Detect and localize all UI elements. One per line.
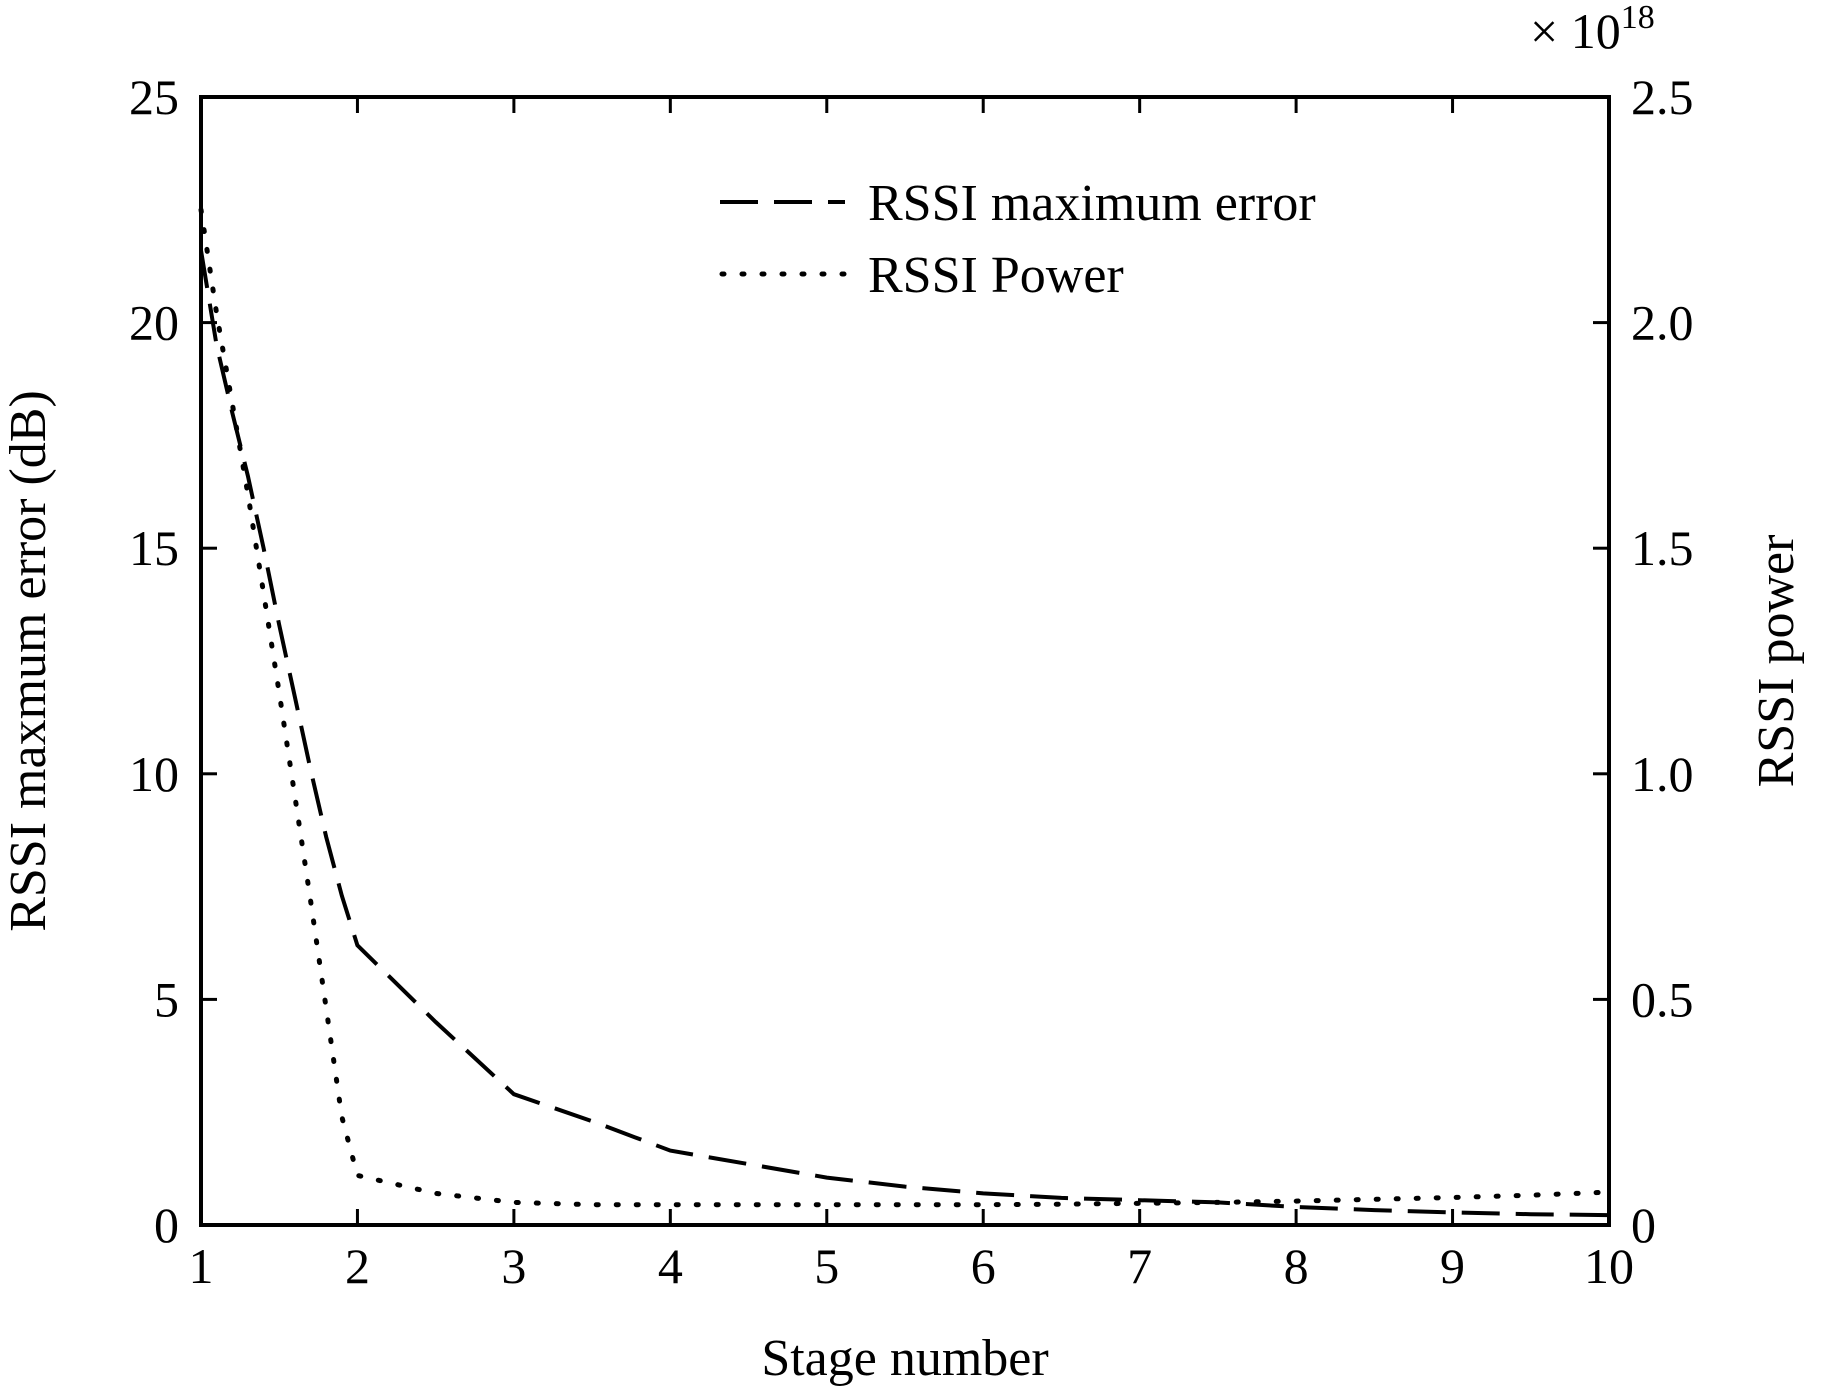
x-tick-label: 3 [501,1238,526,1294]
x-axis-ticks: 1 2 3 4 5 6 7 8 9 10 [189,97,1634,1294]
series-lines [198,207,1612,1218]
legend-label-rssi-maximum-error: RSSI maximum error [868,175,1316,232]
y-right-tick-label: 1.0 [1631,746,1694,802]
legend: RSSI maximum error RSSI Power [719,175,1316,304]
y-left-tick-label: 5 [154,971,179,1027]
y-axis-right-ticks: 0 0.5 1.0 1.5 2.0 2.5 [1593,69,1694,1253]
y-right-tick-label: 0 [1631,1197,1656,1253]
legend-label-rssi-power: RSSI Power [868,247,1124,304]
y-left-tick-label: 25 [129,69,179,125]
x-tick-label: 8 [1284,1238,1309,1294]
y-axis-left-ticks: 0 5 10 15 20 25 [129,69,217,1253]
x-tick-label: 2 [345,1238,370,1294]
series-line-rssi-maximum-error [199,250,1610,1218]
right-axis-multiplier: × 1018 [1530,0,1655,59]
y-axis-right-title: RSSI power [1748,535,1805,788]
right-axis-multiplier-base: × 10 [1530,3,1621,59]
x-axis-title: Stage number [761,1330,1048,1387]
x-tick-label: 5 [814,1238,839,1294]
y-right-tick-label: 0.5 [1631,971,1694,1027]
plot-frame [199,95,1611,1227]
y-axis-left-title: RSSI maxmum error (dB) [0,390,57,932]
y-left-tick-label: 10 [129,746,179,802]
x-tick-label: 7 [1127,1238,1152,1294]
y-left-tick-label: 15 [129,520,179,576]
x-tick-label: 6 [971,1238,996,1294]
y-left-tick-label: 0 [154,1197,179,1253]
y-right-tick-label: 1.5 [1631,520,1694,576]
y-right-tick-label: 2.0 [1631,295,1694,351]
y-left-tick-label: 20 [129,295,179,351]
x-tick-label: 1 [189,1238,214,1294]
x-tick-label: 10 [1584,1238,1634,1294]
x-tick-label: 4 [658,1238,683,1294]
series-line-rssi-power [198,207,1612,1208]
right-axis-multiplier-exponent: 18 [1621,0,1655,36]
y-right-tick-label: 2.5 [1631,69,1694,125]
x-tick-label: 9 [1440,1238,1465,1294]
